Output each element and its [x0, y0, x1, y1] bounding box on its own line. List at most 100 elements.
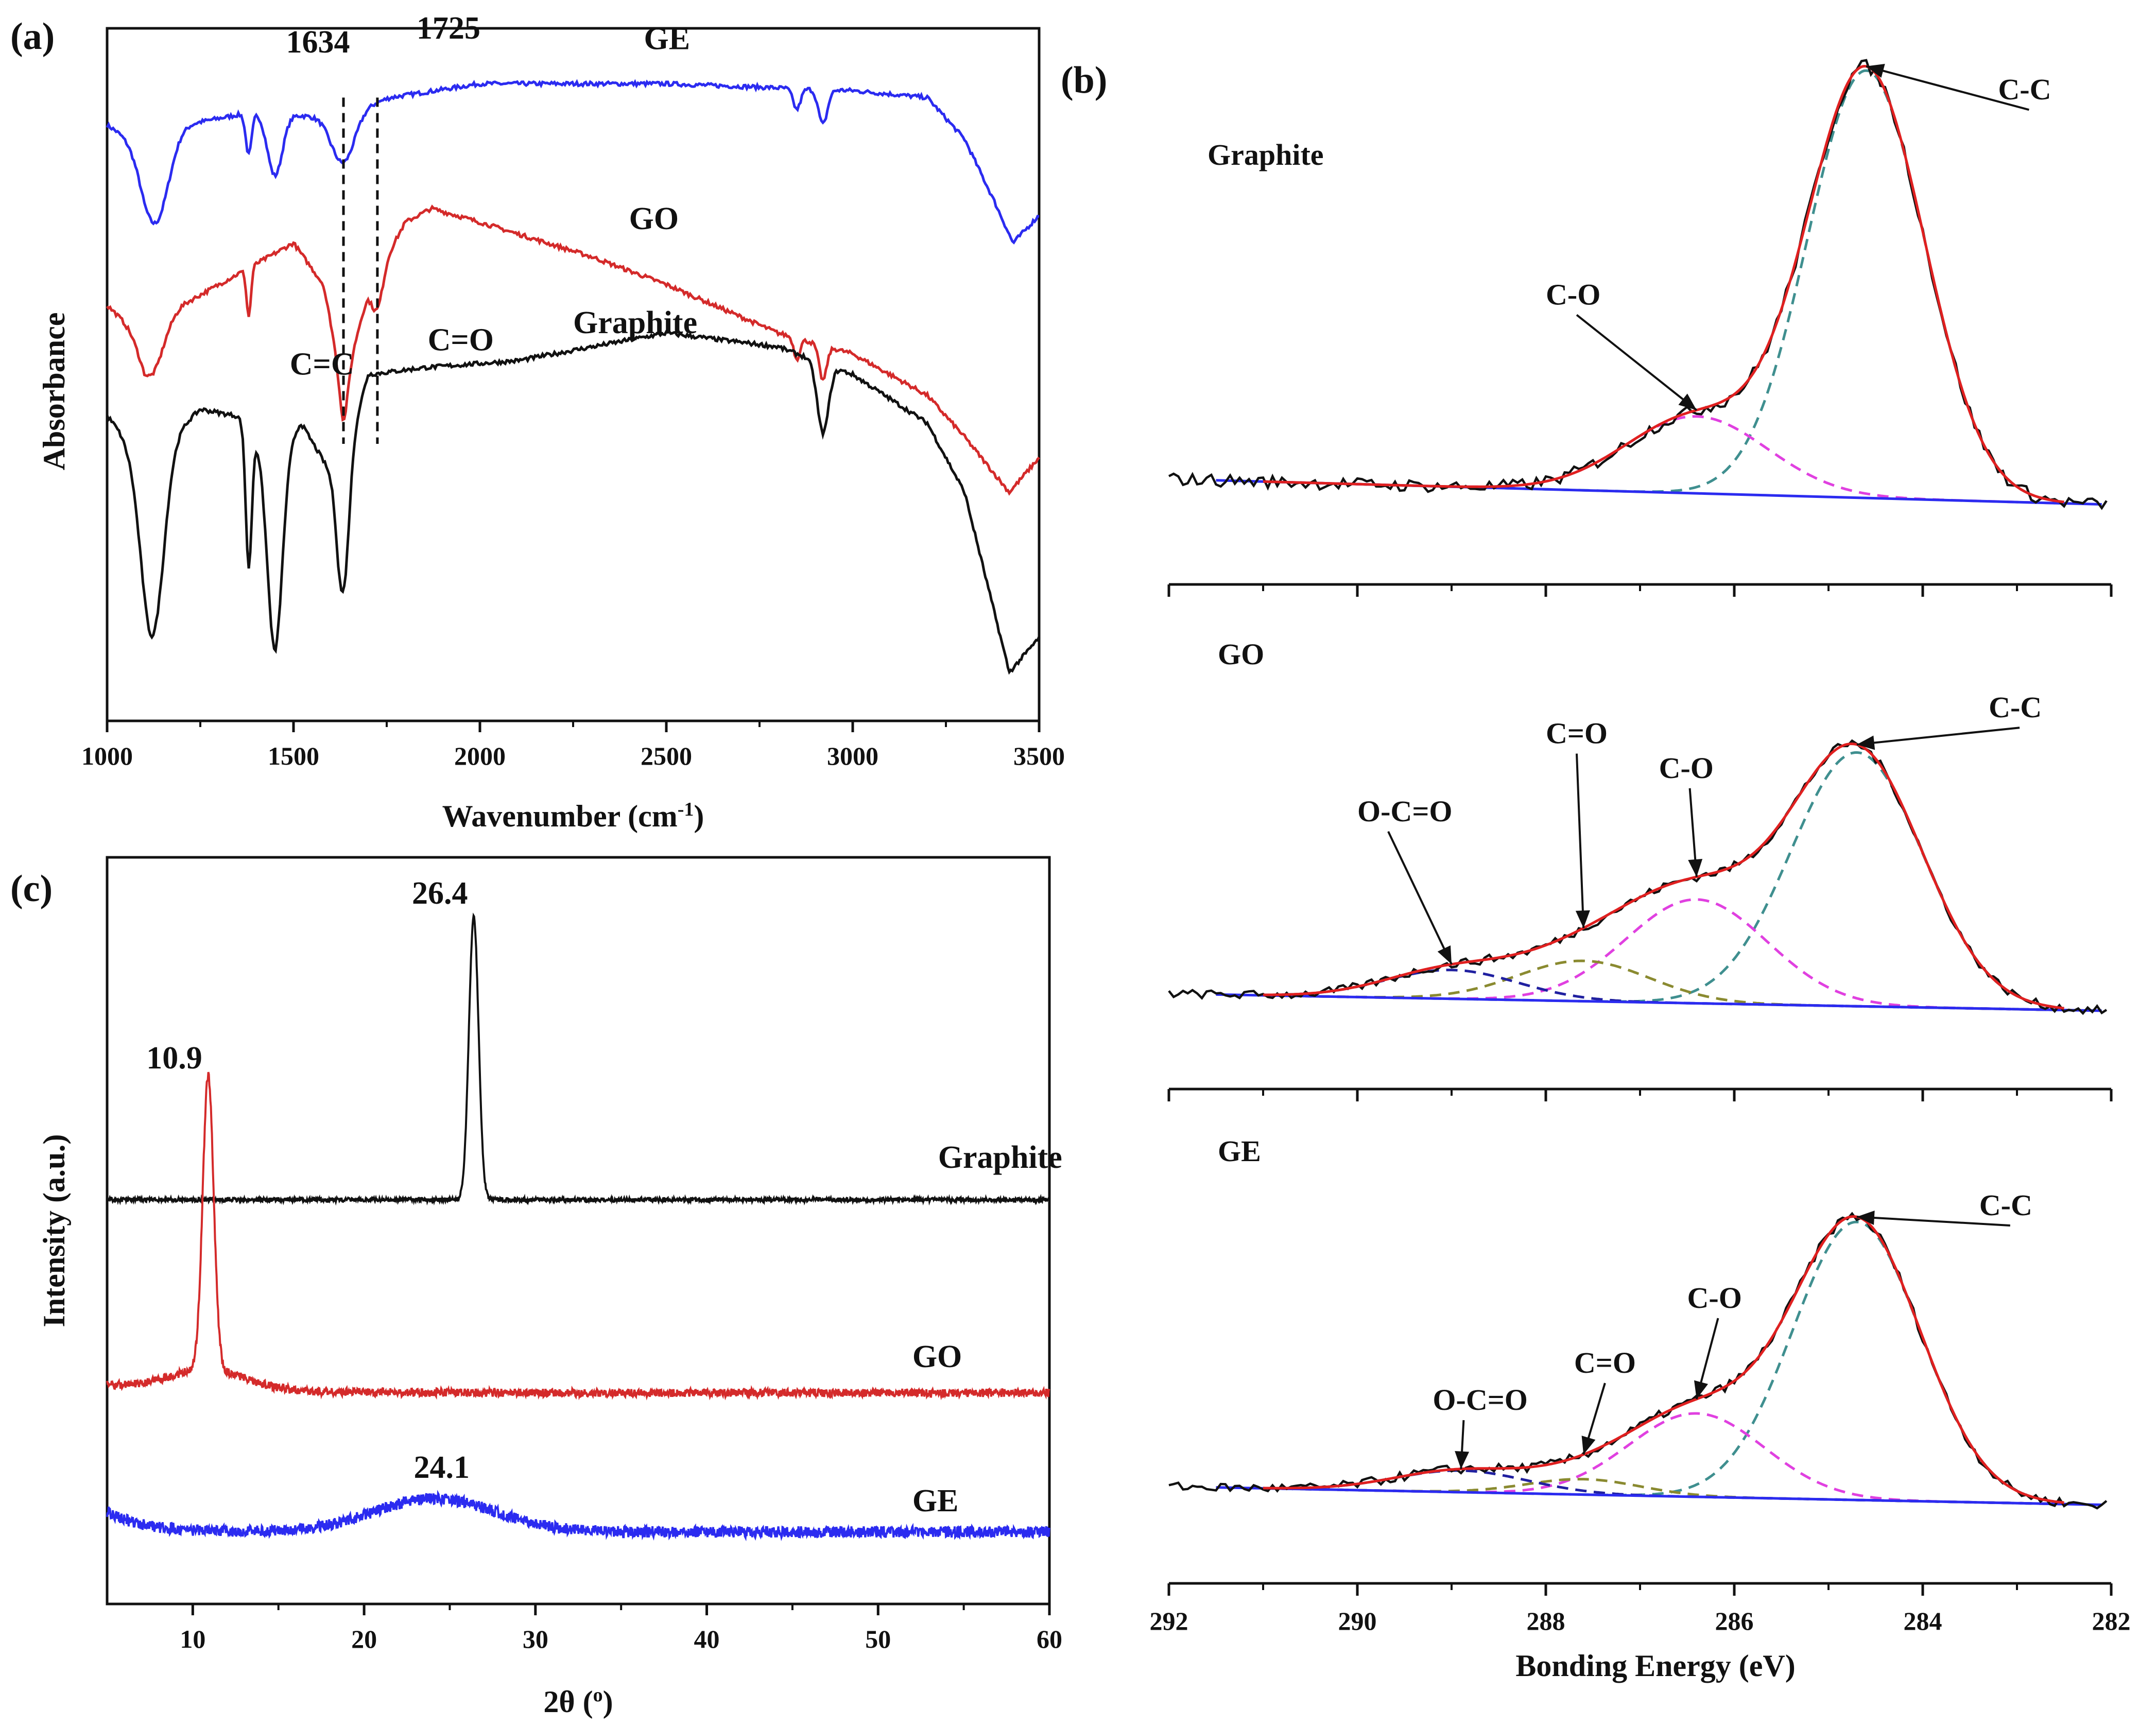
xps-arrow-line: [1866, 65, 2029, 111]
b-xtick-label: 284: [1904, 1607, 1942, 1635]
b-xtick-label: 286: [1715, 1607, 1754, 1635]
series-label-graphite: Graphite: [573, 305, 697, 340]
xrd-label-go: GO: [912, 1339, 962, 1374]
xps-arrow-line: [1576, 314, 1698, 411]
panel-b-letter: (b): [1061, 59, 1107, 101]
panel-a-dashed-lines: [342, 97, 379, 444]
xps-component-c-c: [1263, 69, 2064, 504]
xps-arrow-head: [1856, 1211, 1875, 1226]
c-xtick-label: 40: [694, 1625, 720, 1653]
xps-arrow-line: [1387, 831, 1453, 965]
go-label-o-c-eq-o: O-C=O: [1357, 795, 1452, 828]
xps-arrow-head: [1688, 859, 1703, 877]
xps-arrow-head: [1581, 1436, 1596, 1455]
xps-arrow-head: [1678, 393, 1697, 410]
go-label-c-c: C-C: [1989, 691, 2042, 724]
ftir-curve-go: [106, 204, 1040, 496]
xrd-label-graphite: Graphite: [938, 1140, 1062, 1175]
xrd-peak-24-1: 24.1: [414, 1450, 470, 1485]
xps-arrow-line: [1576, 753, 1585, 928]
xps-raw: [1168, 59, 2108, 510]
c-xtick-label: 60: [1037, 1625, 1062, 1653]
annotation-1634: 1634: [286, 25, 350, 60]
subplot-go-curves: [1168, 727, 2108, 1015]
xps-envelope: [1263, 64, 2064, 504]
panel-a-xlabel: Wavenumber (cm-1): [442, 799, 704, 833]
ge-label-o-c-eq-o: O-C=O: [1433, 1383, 1527, 1417]
c-xtick-label: 20: [351, 1625, 377, 1653]
panel-b-xlabel: Bonding Energy (eV): [1515, 1649, 1795, 1683]
xps-raw: [1168, 1212, 2108, 1510]
xps-component-c-o: [1263, 415, 2064, 505]
c-xtick-label: 30: [523, 1625, 548, 1653]
xrd-curve-go: [106, 1072, 1050, 1401]
xps-arrow-head: [1694, 1380, 1709, 1400]
subplot-ge-curves: [1168, 1211, 2108, 1510]
subplot-title-graphite: Graphite: [1208, 138, 1324, 171]
xps-component-o-ceqo: [1263, 1469, 2064, 1506]
xps-arrow-head: [1866, 63, 1885, 78]
xps-component-c-c: [1263, 1220, 2064, 1504]
subplot-graphite-curves: [1168, 59, 2108, 510]
b-xtick-label: 290: [1338, 1607, 1377, 1635]
subplot-title-go: GO: [1218, 637, 1264, 671]
panel-b-subplots: Graphite C-C C-O GO C-C C-O C=O O-C=O GE: [1168, 59, 2108, 1510]
panel-a-letter: (a): [10, 15, 55, 58]
graphite-label-c-o: C-O: [1546, 278, 1600, 312]
xps-component-c-c: [1263, 751, 2064, 1010]
series-label-ge: GE: [644, 21, 691, 56]
c-xtick-label: 50: [865, 1625, 891, 1653]
xrd-label-ge: GE: [912, 1483, 959, 1518]
xrd-curve-graphite: [106, 912, 1050, 1206]
subplot-go-annotations: C-C C-O C=O O-C=O: [1357, 691, 2042, 828]
a-xtick-label: 1000: [81, 741, 133, 770]
panel-c-ticks: 10 20 30 40 50 60: [180, 1604, 1062, 1653]
a-xtick-label: 3500: [1013, 741, 1065, 770]
ge-label-c-eq-o: C=O: [1574, 1346, 1636, 1379]
ge-label-c-o: C-O: [1687, 1281, 1742, 1315]
go-label-c-o: C-O: [1659, 751, 1714, 785]
xps-component-o-ceqo: [1263, 969, 2064, 1012]
a-xtick-label: 2000: [454, 741, 506, 770]
panel-a-series: [106, 79, 1041, 675]
b-xtick-label: 282: [2092, 1607, 2131, 1635]
annotation-c-eq-c: C=C: [290, 347, 354, 382]
subplot-title-ge: GE: [1218, 1134, 1261, 1168]
panel-a-labels: GE GO Graphite 1634 1725 C=C C=O: [286, 11, 698, 382]
annotation-c-eq-o: C=O: [428, 322, 494, 357]
xps-arrow-head: [1455, 1451, 1470, 1469]
annotation-1725: 1725: [417, 11, 480, 46]
xrd-curve-ge: [106, 1490, 1050, 1542]
subplot-go: GO C-C C-O C=O O-C=O: [1168, 637, 2108, 1015]
xps-arrow-line: [1856, 727, 2020, 746]
xps-arrow-head: [1856, 735, 1875, 750]
panel-a-ticks: 1000 1500 2000 2500 3000 3500: [81, 721, 1065, 770]
panel-a-ylabel: Absorbance: [37, 313, 71, 471]
panel-c-letter: (c): [10, 868, 53, 910]
panel-c-labels: Graphite GO GE 26.4 10.9 24.1: [146, 876, 1062, 1518]
xps-baseline: [1216, 1486, 2102, 1506]
xrd-peak-10-9: 10.9: [146, 1041, 202, 1076]
subplot-graphite: Graphite C-C C-O: [1168, 59, 2108, 510]
panel-a: (a) 1000 1500 2000 2500 3000 3500 GE GO Graph…: [10, 11, 1065, 833]
subplot-ge-annotations: C-C C-O C=O O-C=O: [1433, 1188, 2032, 1417]
xps-baseline: [1216, 993, 2102, 1012]
c-xtick-label: 10: [180, 1625, 205, 1653]
ge-label-c-c: C-C: [1979, 1188, 2032, 1222]
panel-b-axes: 292 290 288 286 284 282: [1150, 583, 2131, 1635]
xps-arrow-line: [1856, 1216, 2010, 1227]
xps-envelope: [1263, 1215, 2064, 1504]
ftir-curve-ge: [106, 79, 1040, 245]
panel-c-ylabel: Intensity (a.u.): [37, 1134, 71, 1327]
panel-c-series: [106, 912, 1050, 1542]
b-xtick-label: 292: [1150, 1607, 1188, 1635]
graphite-label-c-c: C-C: [1998, 73, 2051, 106]
xrd-peak-26-4: 26.4: [412, 876, 468, 911]
panel-c-frame: [106, 856, 1051, 1606]
b-xtick-label: 288: [1527, 1607, 1565, 1635]
go-label-c-eq-o: C=O: [1546, 717, 1608, 750]
series-label-go: GO: [629, 201, 679, 236]
subplot-ge: GE C-C C-O C=O O-C=O: [1168, 1134, 2108, 1510]
panel-c-xlabel: 2θ (o): [543, 1684, 613, 1719]
